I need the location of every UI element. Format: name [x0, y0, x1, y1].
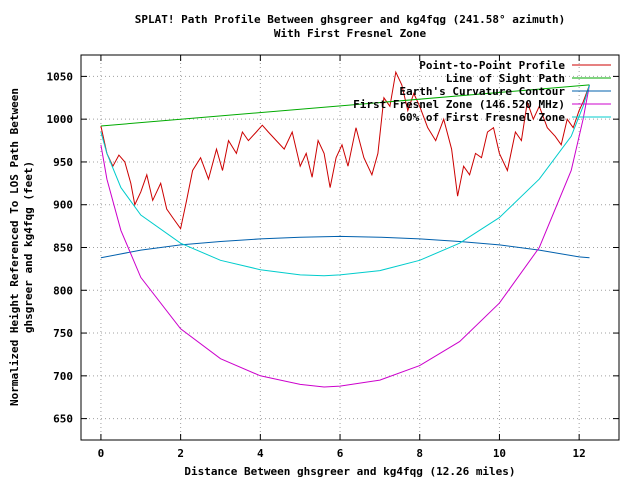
x-tick-label: 0 — [98, 447, 105, 460]
grid-layer — [81, 55, 619, 440]
tick-layer: 0 2 4 6 8 10 12 650 700 750 800 850 900 950 1000 1050 — [47, 55, 619, 460]
legend-label-2: Earth's Curvature Contour — [399, 85, 565, 98]
x-tick-label: 10 — [493, 447, 506, 460]
y-tick-label: 850 — [53, 242, 73, 255]
y-axis-label-line1: Normalized Height Referenced To LOS Path… — [8, 88, 21, 406]
y-tick-label: 1050 — [47, 70, 74, 83]
y-tick-label: 800 — [53, 284, 73, 297]
series-line-4 — [100, 84, 590, 277]
legend-label-4: 60% of First Fresnel Zone — [399, 111, 565, 124]
legend-label-1: Line of Sight Path — [446, 72, 565, 85]
series-layer — [100, 70, 590, 388]
y-tick-label: 650 — [53, 413, 73, 426]
legend-label-0: Point-to-Point Profile — [419, 59, 565, 72]
chart-title-line1: SPLAT! Path Profile Between ghsgreer and… — [135, 13, 565, 26]
x-tick-label: 8 — [416, 447, 423, 460]
y-tick-label: 750 — [53, 327, 73, 340]
series-line-3 — [100, 84, 590, 388]
x-axis-label: Distance Between ghsgreer and kg4fqg (12… — [184, 465, 515, 478]
legend-label-3: First Fresnel Zone (146.520 MHz) — [353, 98, 565, 111]
x-tick-label: 4 — [257, 447, 264, 460]
x-tick-label: 2 — [177, 447, 184, 460]
series-line-0 — [100, 70, 590, 230]
plot-frame — [80, 54, 620, 441]
y-tick-label: 900 — [53, 199, 73, 212]
y-tick-label: 950 — [53, 156, 73, 169]
series-line-2 — [100, 235, 590, 259]
x-tick-label: 12 — [573, 447, 586, 460]
chart-title-line2: With First Fresnel Zone — [274, 27, 427, 40]
y-tick-label: 700 — [53, 370, 73, 383]
x-tick-label: 6 — [337, 447, 344, 460]
series-line-1 — [100, 84, 590, 127]
y-tick-label: 1000 — [47, 113, 74, 126]
y-axis-label-line2: ghsgreer and kg4fqg (feet) — [22, 161, 35, 333]
